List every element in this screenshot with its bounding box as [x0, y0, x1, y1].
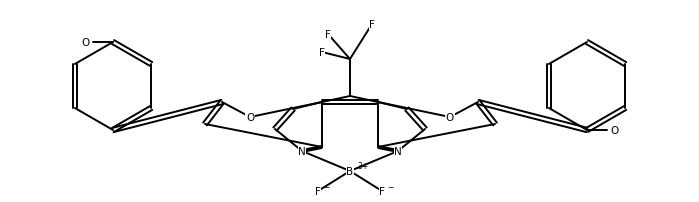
Text: O: O [246, 113, 254, 122]
Text: O: O [611, 125, 619, 135]
Text: N: N [394, 146, 402, 156]
Text: N: N [298, 146, 306, 156]
Text: 3+: 3+ [357, 162, 368, 171]
Text: F: F [325, 30, 331, 40]
Text: F: F [369, 20, 375, 30]
Text: −: − [387, 183, 394, 191]
Text: O: O [81, 38, 89, 48]
Text: O: O [446, 113, 454, 122]
Text: −: − [323, 183, 329, 191]
Text: F: F [319, 48, 325, 58]
Text: F: F [315, 186, 321, 196]
Text: F: F [379, 186, 385, 196]
Text: B: B [347, 166, 354, 176]
